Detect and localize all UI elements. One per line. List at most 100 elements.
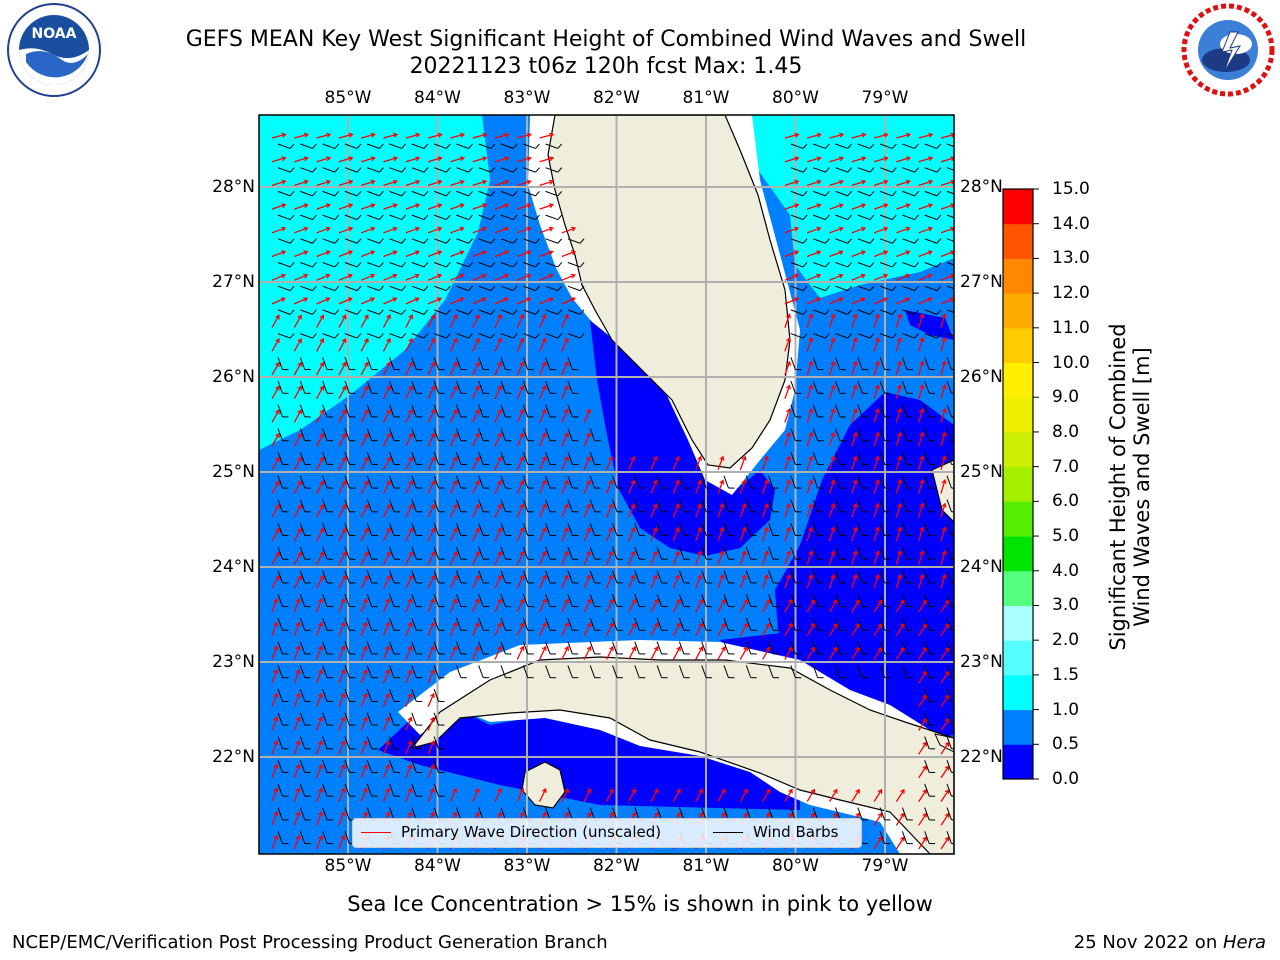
wind-barb [857,428,869,442]
wind-barb [322,760,334,774]
wave-direction-arrow [316,179,332,187]
wave-direction-arrow [449,574,458,589]
wind-barb [924,380,936,394]
colorbar-tick-label: 8.0 [1052,421,1080,442]
wind-barb [322,688,334,702]
map-graticule [259,115,954,854]
wind-barb [277,190,295,197]
wave-direction-arrow [450,297,465,305]
wind-barb [902,309,919,315]
wave-direction-arrow [293,503,302,518]
wave-direction-arrow [427,432,436,447]
wind-barb [634,617,646,631]
wind-barb [344,617,356,631]
wind-barb [924,190,942,197]
wave-direction-arrow [873,599,883,613]
wave-direction-arrow [494,203,510,210]
wave-direction-arrow [829,297,844,305]
wind-barb [857,238,875,244]
wind-barb [567,357,579,371]
wave-direction-arrow [628,455,636,471]
wave-direction-arrow [516,313,525,328]
wave-direction-arrow [583,408,591,423]
wave-direction-arrow [516,361,525,376]
wave-direction-arrow [672,574,680,589]
wind-barb [455,641,467,655]
wind-barb [545,190,563,197]
wave-direction-arrow [895,836,905,850]
wave-direction-arrow [517,273,532,281]
wave-direction-arrow [918,478,925,494]
wind-barb [768,594,780,608]
wind-barb [389,546,400,560]
wind-barb [813,238,830,244]
wind-barb [813,285,830,292]
wave-direction-arrow [539,156,555,163]
wind-barb [522,475,534,489]
wave-direction-arrow [360,574,369,589]
wind-barb [299,357,311,371]
wave-direction-arrow [896,156,911,163]
wind-barb [924,831,936,845]
wave-direction-arrow [338,456,347,471]
wind-barb [567,428,579,442]
wave-direction-arrow [828,408,836,423]
wind-barb [545,309,563,315]
wave-direction-arrow [695,479,703,494]
wave-direction-arrow [405,787,413,802]
wind-barb [455,570,467,584]
lat-tick-left: 22°N [212,747,255,767]
wave-direction-arrow [784,179,800,187]
nws-logo [1181,3,1275,97]
wind-barb [857,546,869,560]
wave-direction-arrow [851,646,860,660]
wave-direction-arrow [293,527,302,542]
wind-barb [901,404,913,418]
wind-barb [299,736,311,750]
wind-barb [433,262,451,268]
wind-barb [745,546,757,560]
wave-direction-arrow [271,527,280,542]
wind-barb [857,309,875,315]
wave-direction-arrow [873,573,880,589]
wind-barb [299,783,311,797]
wave-direction-arrow [672,622,681,637]
wind-barb [389,214,407,221]
wind-barb [478,546,490,560]
wind-barb [857,262,875,268]
wave-direction-arrow [828,502,836,518]
wind-barb [411,262,429,268]
wave-direction-arrow [605,788,614,802]
wave-direction-arrow [338,337,347,352]
wave-direction-arrow [940,250,954,258]
wind-barb [322,380,334,394]
wave-direction-arrow [539,479,547,494]
wind-barb [500,214,518,221]
wind-barb [522,665,534,679]
wind-barb [835,404,846,418]
lat-tick-left: 24°N [212,557,255,577]
wind-barb [411,451,423,465]
wind-barb [478,475,490,489]
wind-barb [322,428,334,442]
legend-label-wave-direction: Primary Wave Direction (unscaled) [401,823,662,841]
wind-barb [277,712,289,726]
wave-direction-arrow [293,385,302,400]
wind-barb [545,641,557,655]
wind-barb [946,665,954,679]
wave-direction-arrow [539,250,554,258]
wind-barb [277,214,295,221]
wave-direction-arrow [405,156,421,163]
wind-barb [366,688,378,702]
wind-barb [924,333,942,339]
wind-barb [389,499,400,513]
wave-direction-arrow [405,598,413,613]
wind-barb [299,475,311,489]
wind-barb [433,428,445,442]
wave-direction-arrow [516,527,525,542]
wind-barb [545,380,557,394]
wave-direction-arrow [605,503,614,518]
wind-barb [589,428,601,442]
wave-direction-arrow [338,179,354,187]
colorbar-tick-label: 4.0 [1052,560,1080,581]
